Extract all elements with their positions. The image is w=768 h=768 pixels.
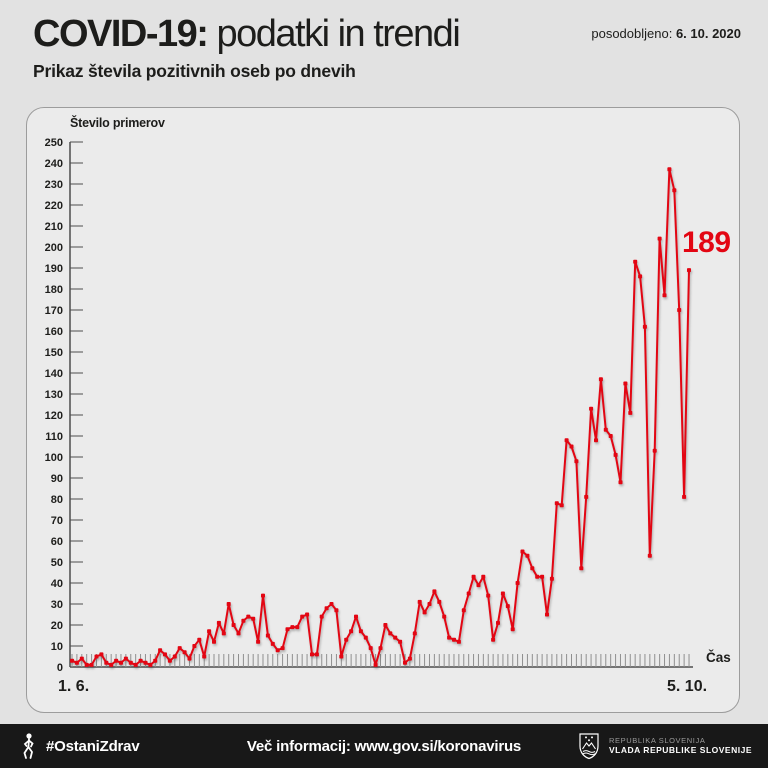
y-tick-label: 0 bbox=[57, 662, 63, 674]
y-tick-label: 50 bbox=[51, 557, 63, 569]
y-tick-label: 10 bbox=[51, 641, 63, 653]
y-tick-label: 250 bbox=[45, 137, 63, 149]
data-series bbox=[70, 167, 691, 667]
chart-card: 0 10 20 30 40 50 60 70 80 90 100 110 120 130 140 150 160… bbox=[26, 107, 740, 713]
page-subtitle: Prikaz števila pozitivnih oseb po dnevih bbox=[33, 60, 356, 81]
x-axis-start-label: 1. 6. bbox=[58, 678, 90, 695]
y-tick-label: 40 bbox=[51, 578, 63, 590]
header: COVID-19: podatki in trendi Prikaz števi… bbox=[33, 13, 743, 82]
updated-timestamp: posodobljeno: 6. 10. 2020 bbox=[591, 26, 741, 41]
ostanizdrav-figure-icon bbox=[23, 733, 34, 759]
y-tick-label: 130 bbox=[45, 389, 63, 401]
y-tick-label: 190 bbox=[45, 263, 63, 275]
footer-right: REPUBLIKA SLOVENIJA VLADA REPUBLIKE SLOV… bbox=[578, 732, 752, 760]
gov-text: REPUBLIKA SLOVENIJA VLADA REPUBLIKE SLOV… bbox=[609, 736, 752, 756]
y-tick-label: 90 bbox=[51, 473, 63, 485]
slovenia-coat-of-arms-icon bbox=[579, 733, 599, 760]
x-axis-title: Čas bbox=[706, 650, 731, 665]
chart-area: 0 10 20 30 40 50 60 70 80 90 100 110 120 130 140 150 160… bbox=[27, 108, 739, 712]
y-tick-label: 230 bbox=[45, 179, 63, 191]
chart-svg: 0 10 20 30 40 50 60 70 80 90 100 110 120 130 140 150 160… bbox=[45, 137, 693, 674]
hashtag-label: #OstaniZdrav bbox=[46, 737, 140, 755]
y-tick-label: 160 bbox=[45, 326, 63, 338]
gov-government-label: VLADA REPUBLIKE SLOVENIJE bbox=[608, 745, 752, 756]
x-axis-end-label: 5. 10. bbox=[667, 678, 708, 695]
y-tick-label: 20 bbox=[51, 620, 63, 632]
updated-date: 6. 10. 2020 bbox=[675, 26, 741, 41]
y-tick-label: 30 bbox=[51, 599, 63, 611]
y-tick-label: 140 bbox=[45, 368, 63, 380]
y-tick-label: 220 bbox=[45, 200, 63, 212]
gov-republic-label: REPUBLIKA SLOVENIJA bbox=[608, 736, 706, 745]
footer-info-text: Več informacij: www.gov.si/koronavirus bbox=[246, 737, 522, 755]
footer-left: #OstaniZdrav bbox=[20, 732, 140, 760]
y-tick-label: 240 bbox=[45, 158, 63, 170]
footer-bar: #OstaniZdrav Več informacij: www.gov.si/… bbox=[0, 724, 768, 768]
y-tick-label: 70 bbox=[51, 515, 63, 527]
y-axis-title: Število primerov bbox=[70, 116, 165, 130]
y-tick-label: 110 bbox=[45, 431, 63, 443]
y-tick-label: 210 bbox=[45, 221, 63, 233]
y-tick-label: 120 bbox=[45, 410, 63, 422]
y-tick-label: 200 bbox=[45, 242, 63, 254]
y-tick-label: 150 bbox=[45, 347, 63, 359]
title-bold: COVID-19: bbox=[33, 13, 209, 55]
y-tick-label: 100 bbox=[45, 452, 63, 464]
y-tick-label: 60 bbox=[51, 536, 63, 548]
title-rest: podatki in trendi bbox=[207, 13, 460, 55]
y-tick-label: 80 bbox=[51, 494, 63, 506]
page-title: COVID-19: podatki in trendi bbox=[33, 13, 743, 56]
last-value-annotation: 189 bbox=[682, 226, 731, 259]
updated-label: posodobljeno: bbox=[591, 26, 676, 41]
y-tick-label: 170 bbox=[45, 305, 63, 317]
y-tick-label: 180 bbox=[45, 284, 63, 296]
